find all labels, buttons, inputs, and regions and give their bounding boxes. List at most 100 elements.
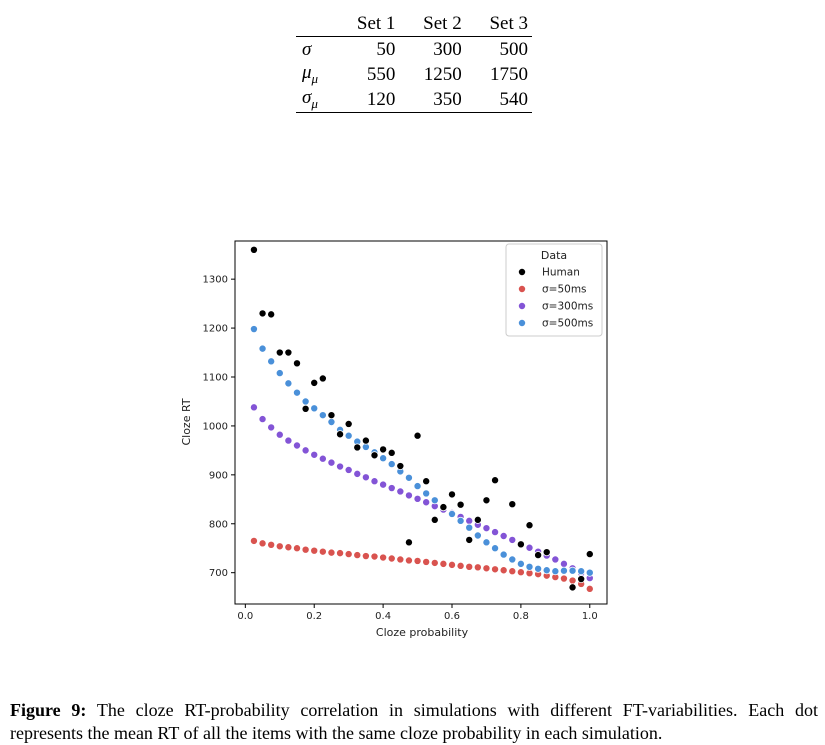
table-header-row: Set 1 Set 2 Set 3	[296, 8, 532, 37]
data-point-sigma-300ms	[465, 516, 474, 525]
cloze-rt-scatter-chart: 0.0 0.2 0.4 0.6 0.8 1.0 700 800 900 1000 1100 1200 1…	[180, 240, 608, 639]
legend-marker-sigma-500ms	[517, 319, 526, 328]
data-point-sigma-300ms	[310, 450, 319, 459]
data-point-sigma-50ms	[447, 560, 456, 569]
data-point-sigma-500ms	[249, 325, 258, 334]
data-point-sigma-500ms	[559, 566, 568, 575]
caption-label: Figure 9:	[10, 700, 87, 720]
x-tick-label: 0.6	[444, 611, 460, 622]
table-row: σ 50 300 500	[296, 37, 532, 63]
data-point-sigma-500ms	[447, 509, 456, 518]
data-point-human	[387, 448, 396, 457]
data-point-sigma-300ms	[379, 480, 388, 489]
data-point-sigma-50ms	[456, 561, 465, 570]
data-point-human	[404, 538, 413, 547]
data-point-sigma-50ms	[318, 547, 327, 556]
legend-box	[505, 243, 603, 337]
data-point-sigma-300ms	[293, 441, 302, 450]
data-point-sigma-300ms	[387, 484, 396, 493]
column-header-set-3: Set 3	[489, 12, 528, 34]
data-point-sigma-500ms	[387, 460, 396, 469]
data-point-sigma-50ms	[387, 554, 396, 563]
data-point-human	[525, 521, 534, 530]
data-point-human	[379, 445, 388, 454]
data-point-sigma-300ms	[499, 531, 508, 540]
x-axis-label: Cloze probability	[376, 626, 469, 639]
data-point-human	[568, 583, 577, 592]
table-cell: 300	[433, 38, 462, 60]
data-point-sigma-300ms	[284, 436, 293, 445]
data-point-sigma-500ms	[301, 397, 310, 406]
row-label-sigma-mu: σμ	[302, 87, 318, 111]
data-point-human	[447, 490, 456, 499]
data-point-human	[301, 404, 310, 413]
data-point-human	[465, 535, 474, 544]
data-point-sigma-50ms	[559, 574, 568, 583]
data-point-human	[577, 575, 586, 584]
data-point-human	[267, 310, 276, 319]
data-point-sigma-300ms	[482, 524, 491, 533]
legend-marker-sigma-50ms	[517, 285, 526, 294]
table-cell: 1750	[490, 63, 528, 85]
data-point-sigma-500ms	[525, 562, 534, 571]
data-point-sigma-300ms	[327, 458, 336, 467]
data-point-sigma-300ms	[301, 446, 310, 455]
data-point-human	[413, 431, 422, 440]
data-point-sigma-50ms	[473, 563, 482, 572]
data-point-human	[284, 348, 293, 357]
row-label-mu-mu: μμ	[302, 62, 319, 86]
data-point-sigma-50ms	[284, 543, 293, 552]
x-tick-label: 0.8	[513, 611, 529, 622]
data-point-human	[353, 443, 362, 452]
y-tick-label: 1200	[203, 324, 228, 335]
data-point-human	[516, 540, 525, 549]
data-point-sigma-300ms	[404, 491, 413, 500]
data-point-human	[456, 500, 465, 509]
plot-frame	[234, 240, 608, 605]
data-point-human	[293, 359, 302, 368]
data-point-sigma-300ms	[396, 487, 405, 496]
data-point-sigma-50ms	[336, 549, 345, 558]
data-point-human	[336, 430, 345, 439]
data-point-sigma-50ms	[301, 545, 310, 554]
table-corner-cell	[296, 8, 333, 37]
column-header-set-2: Set 2	[423, 12, 462, 34]
data-point-sigma-500ms	[577, 567, 586, 576]
data-point-sigma-50ms	[379, 553, 388, 562]
data-point-sigma-300ms	[267, 423, 276, 432]
data-point-sigma-500ms	[456, 516, 465, 525]
data-point-sigma-50ms	[344, 550, 353, 559]
data-point-human	[491, 476, 500, 485]
x-tick-label: 1.0	[582, 611, 598, 622]
data-point-sigma-300ms	[508, 535, 517, 544]
data-point-sigma-50ms	[568, 576, 577, 585]
data-point-sigma-50ms	[413, 556, 422, 565]
data-point-sigma-500ms	[258, 344, 267, 353]
data-point-sigma-500ms	[542, 566, 551, 575]
data-point-sigma-500ms	[327, 418, 336, 427]
data-point-human	[482, 496, 491, 505]
data-point-sigma-300ms	[318, 454, 327, 463]
table-cell: 50	[376, 38, 396, 60]
data-point-sigma-300ms	[559, 559, 568, 568]
data-point-sigma-50ms	[361, 552, 370, 561]
data-point-human	[439, 503, 448, 512]
data-point-human	[422, 477, 431, 486]
data-point-sigma-500ms	[491, 544, 500, 553]
parameter-table: Set 1 Set 2 Set 3 σ 50 300 500 μμ 550 12…	[296, 8, 532, 113]
data-point-sigma-300ms	[525, 543, 534, 552]
legend-marker-sigma-300ms	[517, 302, 526, 311]
data-point-sigma-300ms	[249, 403, 258, 412]
data-point-sigma-50ms	[258, 539, 267, 548]
legend: Data Human σ=50ms σ=300ms σ=500ms	[505, 243, 603, 337]
y-tick-label: 800	[209, 519, 228, 530]
data-point-sigma-500ms	[430, 496, 439, 505]
y-tick-label: 700	[209, 568, 228, 579]
table-cell: 500	[499, 38, 529, 60]
data-point-human	[430, 515, 439, 524]
data-point-sigma-500ms	[499, 550, 508, 559]
data-point-sigma-50ms	[353, 551, 362, 560]
x-tick-label: 0.4	[375, 611, 391, 622]
data-point-sigma-50ms	[370, 552, 379, 561]
data-point-sigma-50ms	[482, 564, 491, 573]
